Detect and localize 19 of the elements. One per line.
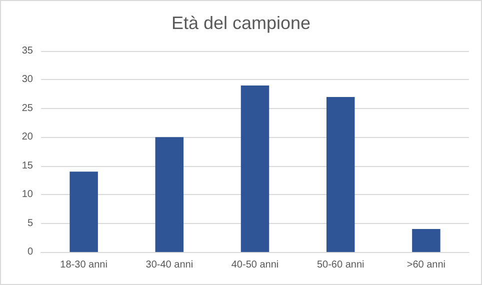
x-tick-label: >60 anni [406,260,446,270]
y-tick-label: 20 [22,132,34,143]
bar [70,172,98,252]
bar [155,137,184,252]
bar [240,85,270,252]
chart-title: Età del campione [171,13,311,33]
bar [326,96,355,252]
y-tick-label: 35 [22,46,34,56]
y-tick-label: 15 [22,160,34,172]
y-tick-label: 30 [22,74,34,86]
y-tick-label: 10 [22,189,34,200]
x-tick-label: 30-40 anni [146,260,194,270]
x-tick-label: 50-60 anni [316,260,364,270]
bar [412,229,440,252]
y-tick-label: 0 [27,246,34,258]
y-tick-label: 25 [22,102,34,114]
y-tick-label: 5 [27,218,34,229]
x-tick-label: 18-30 anni [60,260,108,270]
x-tick-label: 40-50 anni [231,260,279,270]
